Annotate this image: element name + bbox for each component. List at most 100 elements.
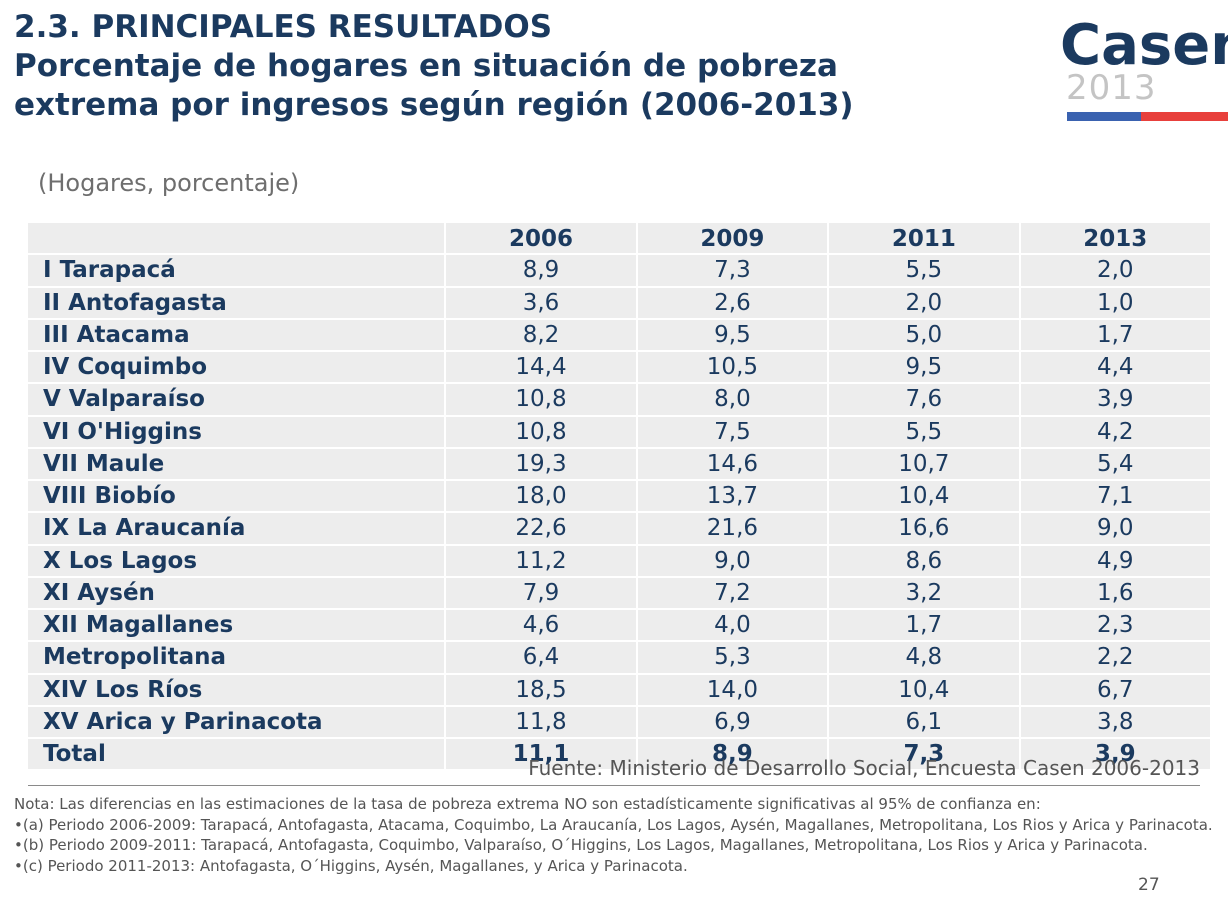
value-cell-2006: 6,4 bbox=[445, 641, 638, 675]
source-note: Fuente: Ministerio de Desarrollo Social,… bbox=[528, 756, 1200, 780]
value-cell-2011: 5,5 bbox=[828, 254, 1021, 288]
title-line-2: Porcentaje de hogares en situación de po… bbox=[14, 48, 838, 84]
value-cell-2013: 9,0 bbox=[1019, 512, 1213, 546]
table-row: X Los Lagos 11,2 9,0 8,6 4,9 bbox=[28, 544, 1213, 578]
value-cell-2013: 3,9 bbox=[1019, 383, 1213, 417]
table-row: III Atacama 8,2 9,5 5,0 1,7 bbox=[28, 318, 1213, 353]
value-cell-2013: 4,4 bbox=[1019, 351, 1213, 385]
note-c: •(c) Periodo 2011-2013: Antofagasta, O´H… bbox=[14, 857, 688, 876]
logo-word: Casen bbox=[1060, 13, 1228, 78]
value-cell-2013: 2,3 bbox=[1019, 609, 1213, 643]
region-name-cell: XV Arica y Parinacota bbox=[28, 705, 447, 740]
value-cell-2013: 3,8 bbox=[1019, 705, 1213, 740]
value-cell-2009: 8,9 bbox=[636, 738, 830, 772]
value-cell-2009: 10,5 bbox=[636, 351, 830, 385]
value-cell-2013: 4,2 bbox=[1019, 415, 1213, 449]
value-cell-2006: 14,4 bbox=[445, 351, 638, 385]
value-cell-2011: 7,6 bbox=[828, 383, 1021, 417]
value-cell-2009: 13,7 bbox=[636, 480, 830, 514]
value-cell-2013: 5,4 bbox=[1019, 447, 1213, 482]
value-cell-2009: 5,3 bbox=[636, 641, 830, 675]
value-cell-2013: 1,7 bbox=[1019, 318, 1213, 353]
region-name-cell: I Tarapacá bbox=[28, 254, 447, 288]
table-row: IX La Araucanía 22,6 21,6 16,6 9,0 bbox=[28, 512, 1213, 546]
value-cell-2011: 4,8 bbox=[828, 641, 1021, 675]
value-cell-2006: 8,2 bbox=[445, 318, 638, 353]
value-cell-2009: 21,6 bbox=[636, 512, 830, 546]
footnotes: Nota: Las diferencias en las estimacione… bbox=[14, 794, 1228, 877]
value-cell-2013: 6,7 bbox=[1019, 673, 1213, 707]
value-cell-2006: 10,8 bbox=[445, 415, 638, 449]
region-name-cell: II Antofagasta bbox=[28, 286, 447, 320]
value-cell-2011: 5,5 bbox=[828, 415, 1021, 449]
value-cell-2009: 8,0 bbox=[636, 383, 830, 417]
region-name-cell: Total bbox=[28, 738, 447, 772]
note-intro: Nota: Las diferencias en las estimacione… bbox=[14, 795, 1041, 813]
table-row: XIV Los Ríos 18,5 14,0 10,4 6,7 bbox=[28, 673, 1213, 707]
value-cell-2009: 14,6 bbox=[636, 447, 830, 482]
value-cell-2011: 6,1 bbox=[828, 705, 1021, 740]
value-cell-2011: 8,6 bbox=[828, 544, 1021, 578]
value-cell-2009: 14,0 bbox=[636, 673, 830, 707]
logo-bar-red bbox=[1141, 112, 1228, 121]
table-row: XI Aysén 7,9 7,2 3,2 1,6 bbox=[28, 576, 1213, 611]
table-row: I Tarapacá 8,9 7,3 5,5 2,0 bbox=[28, 254, 1213, 288]
value-cell-2006: 8,9 bbox=[445, 254, 638, 288]
value-cell-2011: 2,0 bbox=[828, 286, 1021, 320]
value-cell-2006: 11,1 bbox=[445, 738, 638, 772]
region-name-cell: IV Coquimbo bbox=[28, 351, 447, 385]
poverty-table: 2006 2009 2011 2013 I Tarapacá 8,9 7,3 5,5 2… bbox=[28, 223, 1213, 772]
header-cell-2009: 2009 bbox=[636, 223, 830, 256]
value-cell-2011: 7,3 bbox=[828, 738, 1021, 772]
table-row: II Antofagasta 3,6 2,6 2,0 1,0 bbox=[28, 286, 1213, 320]
region-name-cell: Metropolitana bbox=[28, 641, 447, 675]
logo-bar-blue bbox=[1067, 112, 1141, 121]
table-row: V Valparaíso 10,8 8,0 7,6 3,9 bbox=[28, 383, 1213, 417]
value-cell-2013: 2,0 bbox=[1019, 254, 1213, 288]
table-row: IV Coquimbo 14,4 10,5 9,5 4,4 bbox=[28, 351, 1213, 385]
value-cell-2006: 19,3 bbox=[445, 447, 638, 482]
header-cell-2011: 2011 bbox=[828, 223, 1021, 256]
value-cell-2011: 16,6 bbox=[828, 512, 1021, 546]
table-row: VII Maule 19,3 14,6 10,7 5,4 bbox=[28, 447, 1213, 482]
value-cell-2006: 10,8 bbox=[445, 383, 638, 417]
header-cell-2013: 2013 bbox=[1019, 223, 1213, 256]
value-cell-2009: 7,2 bbox=[636, 576, 830, 611]
value-cell-2013: 1,6 bbox=[1019, 576, 1213, 611]
logo-year: 2013 bbox=[1066, 68, 1157, 108]
title-line-3: extrema por ingresos según región (2006-… bbox=[14, 87, 854, 123]
value-cell-2009: 6,9 bbox=[636, 705, 830, 740]
value-cell-2011: 5,0 bbox=[828, 318, 1021, 353]
total-row: Total 11,1 8,9 7,3 3,9 bbox=[28, 738, 1213, 772]
note-a: •(a) Periodo 2006-2009: Tarapacá, Antofa… bbox=[14, 815, 1213, 834]
value-cell-2006: 11,8 bbox=[445, 705, 638, 740]
region-name-cell: XII Magallanes bbox=[28, 609, 447, 643]
value-cell-2013: 3,9 bbox=[1019, 738, 1213, 772]
region-name-cell: VII Maule bbox=[28, 447, 447, 482]
value-cell-2011: 10,7 bbox=[828, 447, 1021, 482]
slide-title: 2.3. PRINCIPALES RESULTADOS Porcentaje d… bbox=[14, 8, 1034, 125]
casen-logo: Casen 2013 bbox=[1060, 14, 1228, 126]
divider bbox=[28, 785, 1200, 786]
header-row: 2006 2009 2011 2013 bbox=[28, 223, 1213, 256]
page-number: 27 bbox=[1138, 875, 1160, 895]
title-line-1: 2.3. PRINCIPALES RESULTADOS bbox=[14, 9, 553, 45]
value-cell-2011: 3,2 bbox=[828, 576, 1021, 611]
table-body: I Tarapacá 8,9 7,3 5,5 2,0 II Antofagasta 3,6 2… bbox=[28, 254, 1213, 772]
value-cell-2006: 22,6 bbox=[445, 512, 638, 546]
value-cell-2006: 3,6 bbox=[445, 286, 638, 320]
note-b: •(b) Periodo 2009-2011: Tarapacá, Antofa… bbox=[14, 836, 1148, 855]
value-cell-2011: 9,5 bbox=[828, 351, 1021, 385]
header-cell-region bbox=[28, 223, 447, 256]
value-cell-2011: 10,4 bbox=[828, 480, 1021, 514]
value-cell-2009: 9,5 bbox=[636, 318, 830, 353]
value-cell-2006: 18,0 bbox=[445, 480, 638, 514]
value-cell-2009: 2,6 bbox=[636, 286, 830, 320]
region-name-cell: VIII Biobío bbox=[28, 480, 447, 514]
region-name-cell: VI O'Higgins bbox=[28, 415, 447, 449]
value-cell-2011: 10,4 bbox=[828, 673, 1021, 707]
table-subtitle: (Hogares, porcentaje) bbox=[38, 169, 300, 197]
value-cell-2006: 7,9 bbox=[445, 576, 638, 611]
region-name-cell: XI Aysén bbox=[28, 576, 447, 611]
region-name-cell: X Los Lagos bbox=[28, 544, 447, 578]
